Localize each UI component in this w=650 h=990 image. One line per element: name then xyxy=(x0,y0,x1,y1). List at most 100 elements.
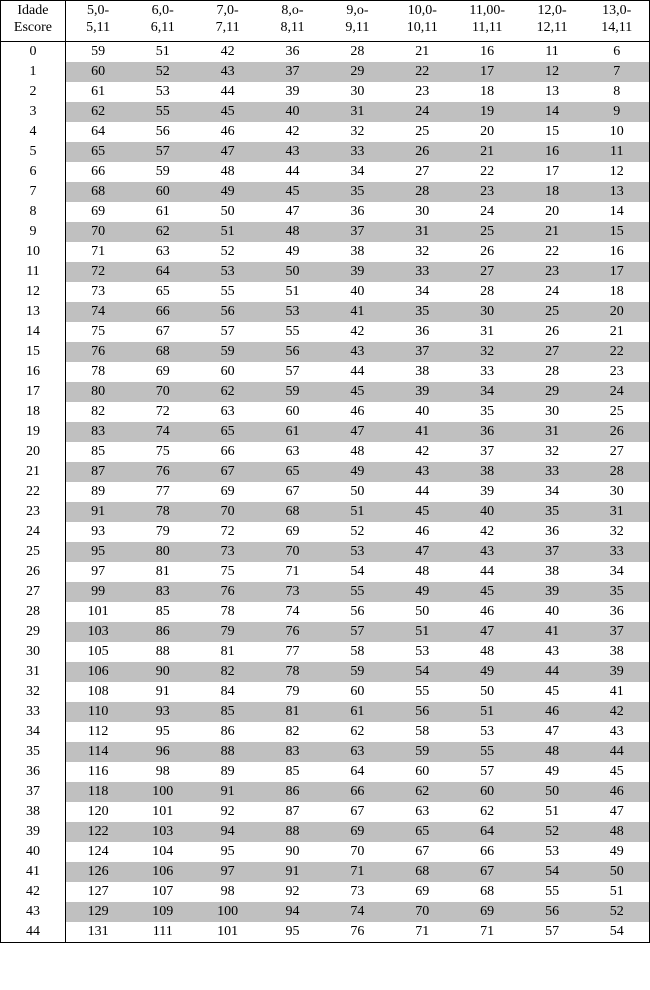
data-cell: 73 xyxy=(325,882,390,902)
data-cell: 31 xyxy=(390,222,455,242)
data-cell: 68 xyxy=(65,182,130,202)
table-container: IdadeEscore5,0-5,116,0-6,117,0-7,118,o-8… xyxy=(0,0,650,943)
data-cell: 68 xyxy=(390,862,455,882)
data-cell: 94 xyxy=(260,902,325,922)
data-cell: 45 xyxy=(585,762,650,782)
data-cell: 69 xyxy=(455,902,520,922)
data-cell: 59 xyxy=(195,342,260,362)
data-cell: 50 xyxy=(455,682,520,702)
escore-cell: 12 xyxy=(1,282,66,302)
data-cell: 66 xyxy=(195,442,260,462)
data-cell: 78 xyxy=(65,362,130,382)
table-head: IdadeEscore5,0-5,116,0-6,117,0-7,118,o-8… xyxy=(1,1,650,42)
data-cell: 76 xyxy=(195,582,260,602)
data-cell: 60 xyxy=(455,782,520,802)
data-cell: 47 xyxy=(325,422,390,442)
data-cell: 50 xyxy=(585,862,650,882)
data-cell: 13 xyxy=(520,82,585,102)
escore-cell: 19 xyxy=(1,422,66,442)
header-col: 8,o-8,11 xyxy=(260,1,325,42)
escore-cell: 41 xyxy=(1,862,66,882)
data-cell: 39 xyxy=(325,262,390,282)
escore-cell: 18 xyxy=(1,402,66,422)
data-cell: 62 xyxy=(65,102,130,122)
data-cell: 58 xyxy=(390,722,455,742)
data-cell: 26 xyxy=(390,142,455,162)
data-cell: 60 xyxy=(325,682,390,702)
data-cell: 70 xyxy=(130,382,195,402)
data-cell: 33 xyxy=(520,462,585,482)
data-cell: 47 xyxy=(520,722,585,742)
data-cell: 95 xyxy=(130,722,195,742)
table-row: 321089184796055504541 xyxy=(1,682,650,702)
data-cell: 48 xyxy=(585,822,650,842)
data-cell: 81 xyxy=(260,702,325,722)
table-row: 5655747433326211611 xyxy=(1,142,650,162)
table-row: 44131111101957671715754 xyxy=(1,922,650,943)
data-cell: 12 xyxy=(585,162,650,182)
table-row: 6665948443427221712 xyxy=(1,162,650,182)
data-cell: 36 xyxy=(455,422,520,442)
data-cell: 96 xyxy=(130,742,195,762)
escore-cell: 11 xyxy=(1,262,66,282)
data-cell: 60 xyxy=(130,182,195,202)
header-col-top: 8,o- xyxy=(281,3,303,18)
data-cell: 73 xyxy=(260,582,325,602)
data-cell: 26 xyxy=(455,242,520,262)
data-cell: 57 xyxy=(260,362,325,382)
data-cell: 38 xyxy=(585,642,650,662)
data-cell: 33 xyxy=(455,362,520,382)
data-cell: 63 xyxy=(390,802,455,822)
data-cell: 52 xyxy=(585,902,650,922)
data-cell: 78 xyxy=(130,502,195,522)
data-cell: 59 xyxy=(65,41,130,62)
data-cell: 61 xyxy=(260,422,325,442)
data-cell: 53 xyxy=(390,642,455,662)
data-cell: 101 xyxy=(65,602,130,622)
data-cell: 45 xyxy=(520,682,585,702)
data-cell: 61 xyxy=(130,202,195,222)
data-cell: 62 xyxy=(455,802,520,822)
header-col-bottom: 5,11 xyxy=(86,20,110,35)
data-cell: 35 xyxy=(520,502,585,522)
data-cell: 111 xyxy=(130,922,195,943)
header-col-top: 6,0- xyxy=(152,3,174,18)
data-cell: 69 xyxy=(390,882,455,902)
data-cell: 89 xyxy=(65,482,130,502)
data-cell: 81 xyxy=(195,642,260,662)
data-cell: 24 xyxy=(585,382,650,402)
data-cell: 38 xyxy=(520,562,585,582)
escore-cell: 43 xyxy=(1,902,66,922)
table-row: 21877667654943383328 xyxy=(1,462,650,482)
data-cell: 69 xyxy=(195,482,260,502)
data-cell: 84 xyxy=(195,682,260,702)
data-cell: 37 xyxy=(585,622,650,642)
data-cell: 36 xyxy=(520,522,585,542)
data-cell: 62 xyxy=(130,222,195,242)
data-cell: 89 xyxy=(195,762,260,782)
data-cell: 69 xyxy=(325,822,390,842)
data-cell: 24 xyxy=(390,102,455,122)
header-escore: IdadeEscore xyxy=(1,1,66,42)
table-row: 43129109100947470695652 xyxy=(1,902,650,922)
header-col: 5,0-5,11 xyxy=(65,1,130,42)
escore-cell: 25 xyxy=(1,542,66,562)
data-cell: 100 xyxy=(195,902,260,922)
escore-cell: 44 xyxy=(1,922,66,943)
data-cell: 32 xyxy=(390,242,455,262)
escore-cell: 15 xyxy=(1,342,66,362)
data-cell: 26 xyxy=(520,322,585,342)
data-cell: 70 xyxy=(65,222,130,242)
data-cell: 40 xyxy=(520,602,585,622)
data-cell: 66 xyxy=(325,782,390,802)
data-cell: 43 xyxy=(390,462,455,482)
data-cell: 37 xyxy=(325,222,390,242)
data-cell: 55 xyxy=(390,682,455,702)
escore-cell: 5 xyxy=(1,142,66,162)
data-cell: 60 xyxy=(195,362,260,382)
escore-cell: 29 xyxy=(1,622,66,642)
escore-cell: 39 xyxy=(1,822,66,842)
data-cell: 32 xyxy=(585,522,650,542)
data-cell: 59 xyxy=(325,662,390,682)
data-cell: 36 xyxy=(585,602,650,622)
